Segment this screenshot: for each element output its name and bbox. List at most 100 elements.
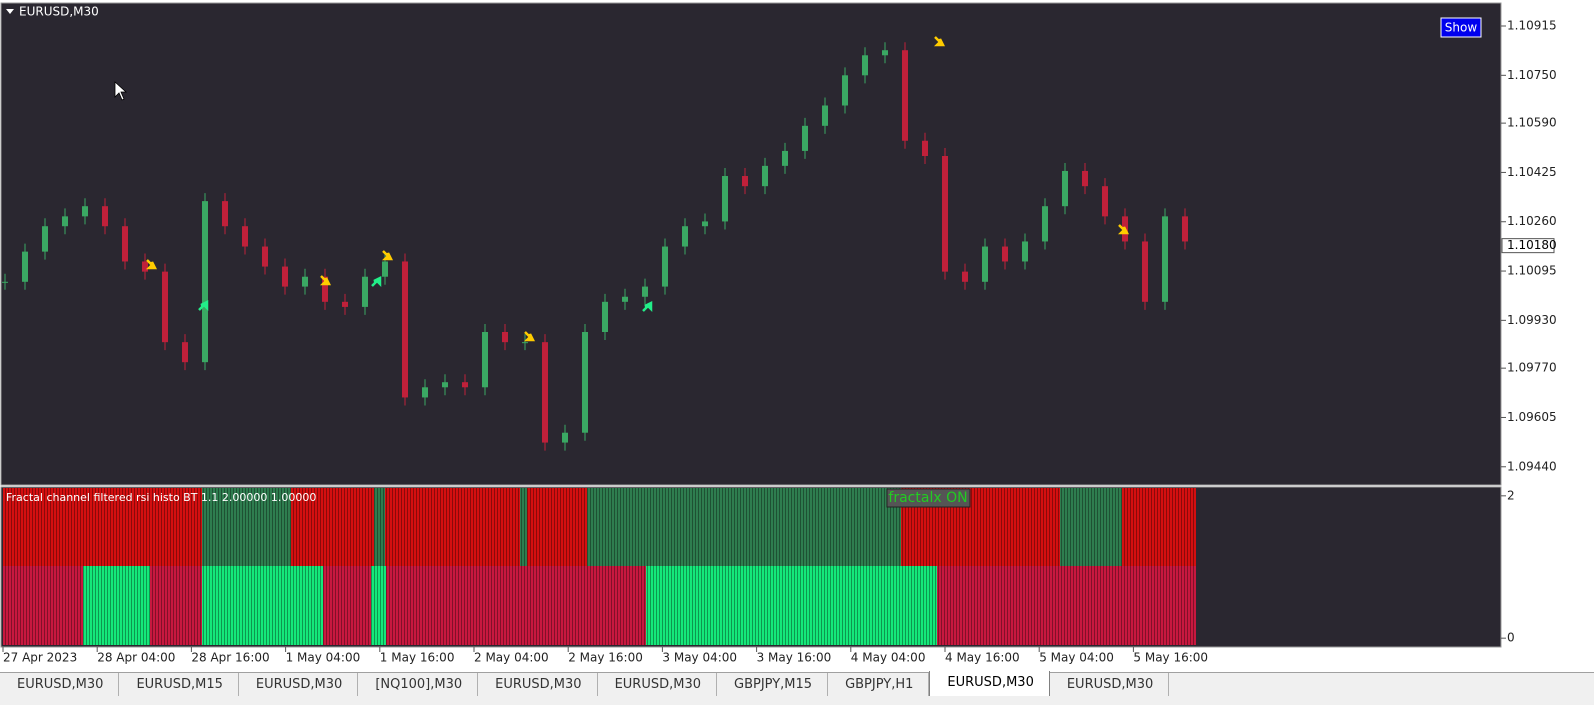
tab[interactable]: [NQ100],M30 xyxy=(358,673,479,697)
tab[interactable]: EURUSD,M30 xyxy=(0,673,120,697)
y-tick-label: 1.09770 xyxy=(1507,361,1557,375)
indicator-tick-label: 0 xyxy=(1507,631,1515,645)
candle xyxy=(1142,241,1148,302)
candle xyxy=(442,382,448,388)
tab[interactable]: EURUSD,M30 xyxy=(478,673,598,697)
signal-arrow xyxy=(145,259,158,270)
tab-bar: EURUSD,M30 EURUSD,M15 EURUSD,M30 [NQ100],M3… xyxy=(0,671,1594,697)
histo-stripes xyxy=(1122,488,1196,566)
tab[interactable]: EURUSD,M30 xyxy=(239,673,359,697)
candle xyxy=(362,276,368,307)
tab[interactable]: GBPJPY,H1 xyxy=(828,673,930,697)
time-label: 1 May 04:00 xyxy=(286,651,361,665)
candle xyxy=(762,165,768,187)
candle xyxy=(502,332,508,343)
candle xyxy=(582,332,588,433)
signal-arrow xyxy=(371,275,382,288)
candle xyxy=(1062,170,1068,207)
signal-arrow xyxy=(933,36,946,47)
y-tick-label: 1.10095 xyxy=(1507,264,1557,278)
tab[interactable]: GBPJPY,M15 xyxy=(717,673,829,697)
signal-arrow xyxy=(198,299,209,312)
signal-arrow xyxy=(319,275,332,286)
candle xyxy=(322,276,328,302)
y-tick-label: 1.10425 xyxy=(1507,165,1557,179)
histo-stripes xyxy=(371,566,386,645)
candle xyxy=(1082,170,1088,187)
histo-stripes xyxy=(3,488,202,566)
y-tick-label: 1.10750 xyxy=(1507,68,1557,82)
histo-stripes xyxy=(291,488,374,566)
y-tick-label: 1.09605 xyxy=(1507,410,1557,424)
candle xyxy=(262,246,268,267)
badge xyxy=(886,488,971,508)
time-label: 4 May 04:00 xyxy=(851,651,926,665)
candle xyxy=(1002,246,1008,262)
candle xyxy=(42,226,48,252)
candle xyxy=(982,246,988,282)
show-button-label[interactable]: Show xyxy=(1445,21,1478,35)
tab[interactable]: EURUSD,M30 xyxy=(1050,673,1170,697)
candle xyxy=(902,50,908,141)
indicator-tick-label: 2 xyxy=(1507,488,1515,502)
histo-stripes xyxy=(1060,488,1122,566)
histo-stripes xyxy=(374,488,385,566)
candle xyxy=(882,50,888,56)
terminal-chart: EURUSD,M30 Show Fractal channel filtered… xyxy=(0,2,1557,665)
y-tick-label: 1.09930 xyxy=(1507,313,1557,327)
collapse-icon[interactable] xyxy=(6,9,14,14)
histo-stripes xyxy=(587,488,901,566)
time-label: 4 May 16:00 xyxy=(945,651,1020,665)
candle xyxy=(122,226,128,262)
candle xyxy=(202,201,208,363)
signal-arrow xyxy=(642,300,653,313)
y-tick-label: 1.10915 xyxy=(1507,19,1557,33)
candle xyxy=(342,301,348,307)
histo-stripes xyxy=(520,488,527,566)
candle xyxy=(942,155,948,272)
histogram xyxy=(3,488,1196,645)
histo-stripes xyxy=(646,566,937,645)
badge-label: fractalx ON xyxy=(888,490,967,506)
candle xyxy=(862,55,868,76)
show-button[interactable] xyxy=(1440,17,1482,38)
candle xyxy=(602,301,608,333)
candle xyxy=(282,266,288,287)
candle xyxy=(382,261,388,277)
histo-stripes xyxy=(202,566,323,645)
candle xyxy=(722,176,728,222)
candle xyxy=(82,206,88,217)
time-label: 5 May 04:00 xyxy=(1039,651,1114,665)
candle xyxy=(182,342,188,363)
candle xyxy=(1022,241,1028,262)
candle xyxy=(242,226,248,247)
candle xyxy=(462,382,468,388)
candle xyxy=(142,261,148,272)
histo-stripes xyxy=(83,566,150,645)
candle xyxy=(402,261,408,398)
time-label: 3 May 04:00 xyxy=(662,651,737,665)
candle xyxy=(562,432,568,443)
time-label: 2 May 16:00 xyxy=(568,651,643,665)
candle xyxy=(22,251,28,282)
histo-stripes xyxy=(150,566,202,645)
candle xyxy=(842,75,848,106)
candle xyxy=(302,276,308,287)
candle xyxy=(522,342,528,344)
tab[interactable]: EURUSD,M30 xyxy=(929,671,1050,697)
candle xyxy=(802,125,808,151)
signal-arrow xyxy=(1117,224,1130,235)
histo-stripes xyxy=(202,488,291,566)
candle xyxy=(922,140,928,156)
tab[interactable]: EURUSD,M30 xyxy=(598,673,717,697)
time-label: 2 May 04:00 xyxy=(474,651,549,665)
candle xyxy=(1162,216,1168,302)
candle xyxy=(962,271,968,282)
histo-stripes xyxy=(3,566,83,645)
time-label: 5 May 16:00 xyxy=(1133,651,1208,665)
tab[interactable]: EURUSD,M15 xyxy=(119,673,239,697)
candle xyxy=(742,176,748,187)
current-price-box xyxy=(1501,238,1555,254)
time-label: 27 Apr 2023 xyxy=(3,651,77,665)
